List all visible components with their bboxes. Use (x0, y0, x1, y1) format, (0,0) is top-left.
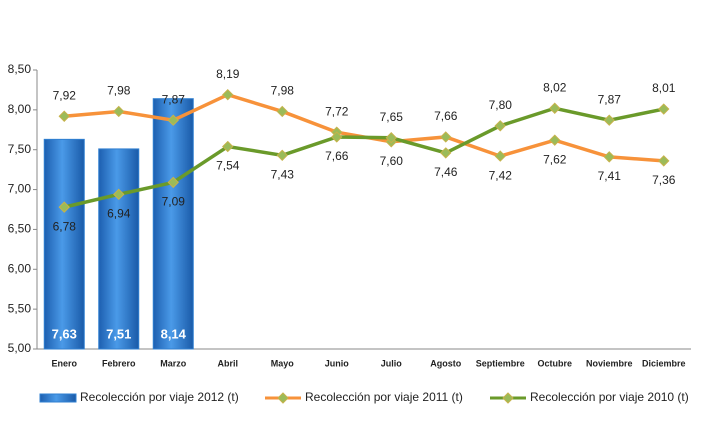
point-label: 7,66 (325, 149, 349, 163)
x-tick-label: Agosto (430, 358, 461, 368)
point-label: 7,46 (434, 165, 458, 179)
legend-marker (277, 392, 289, 404)
marker (331, 131, 343, 143)
bar-label: 8,14 (161, 326, 187, 341)
point-label: 7,80 (489, 98, 513, 112)
marker (276, 149, 288, 162)
legend-marker (502, 392, 514, 404)
legend-label: Recolección por viaje 2010 (t) (530, 390, 689, 404)
point-label: 7,65 (380, 110, 404, 124)
point-label: 7,43 (271, 167, 295, 181)
marker (222, 140, 234, 153)
marker (494, 150, 506, 162)
marker (113, 188, 125, 201)
point-label: 7,66 (434, 109, 458, 123)
x-tick-label: Mayo (271, 358, 295, 368)
legend-label: Recolección por viaje 2012 (t) (80, 390, 239, 404)
legend-swatch (39, 393, 77, 403)
legend-label: Recolección por viaje 2011 (t) (305, 390, 463, 404)
point-label: 7,36 (652, 173, 676, 187)
point-label: 6,94 (107, 207, 131, 221)
point-label: 7,87 (598, 92, 622, 106)
bar (98, 148, 140, 350)
point-label: 8,01 (652, 81, 676, 95)
bar (43, 138, 85, 350)
y-tick-label: 6,00 (8, 261, 32, 275)
marker (440, 131, 452, 143)
x-tick-label: Marzo (160, 358, 187, 368)
x-tick-label: Octubre (537, 358, 572, 368)
point-label: 7,42 (489, 168, 513, 182)
x-tick-label: Abril (217, 358, 238, 368)
marker (385, 132, 397, 144)
point-label: 7,62 (543, 152, 567, 166)
y-tick-label: 8,00 (8, 102, 32, 116)
point-label: 7,72 (325, 104, 349, 118)
bar-label: 7,51 (106, 326, 131, 341)
marker (549, 134, 561, 146)
point-label: 7,54 (216, 159, 240, 173)
x-tick-label: Enero (51, 358, 77, 368)
bar-label: 7,63 (52, 326, 77, 341)
point-label: 8,02 (543, 80, 567, 94)
point-label: 7,41 (598, 169, 622, 183)
point-label: 7,98 (271, 84, 295, 98)
line (63, 106, 665, 209)
x-tick-label: Julio (381, 358, 403, 368)
marker (494, 120, 506, 132)
x-tick-label: Diciembre (642, 358, 686, 368)
marker (167, 114, 179, 126)
point-label: 7,98 (107, 84, 131, 98)
x-tick-label: Febrero (102, 358, 136, 368)
y-tick-label: 5,50 (8, 301, 32, 315)
point-label: 7,09 (162, 195, 186, 209)
point-label: 8,19 (216, 67, 240, 81)
y-tick-label: 8,50 (8, 62, 32, 76)
point-label: 6,78 (53, 219, 77, 233)
marker (658, 103, 670, 115)
y-tick-label: 7,00 (8, 182, 32, 196)
point-label: 7,92 (53, 88, 77, 102)
point-label: 7,60 (380, 154, 404, 168)
marker (167, 176, 179, 189)
x-tick-label: Noviembre (586, 358, 633, 368)
point-label: 7,87 (162, 92, 186, 106)
x-tick-label: Septiembre (476, 358, 525, 368)
y-tick-label: 6,50 (8, 222, 32, 236)
marker (658, 155, 670, 167)
marker (222, 89, 234, 101)
y-tick-label: 5,00 (8, 341, 32, 355)
marker (603, 151, 615, 163)
x-tick-label: Junio (325, 358, 350, 368)
marker (58, 110, 70, 122)
bar (152, 98, 194, 350)
marker (276, 105, 288, 118)
y-tick-label: 7,50 (8, 142, 32, 156)
marker (549, 102, 561, 114)
marker (58, 201, 70, 213)
marker (440, 147, 452, 159)
marker (603, 114, 615, 126)
marker (113, 105, 125, 118)
